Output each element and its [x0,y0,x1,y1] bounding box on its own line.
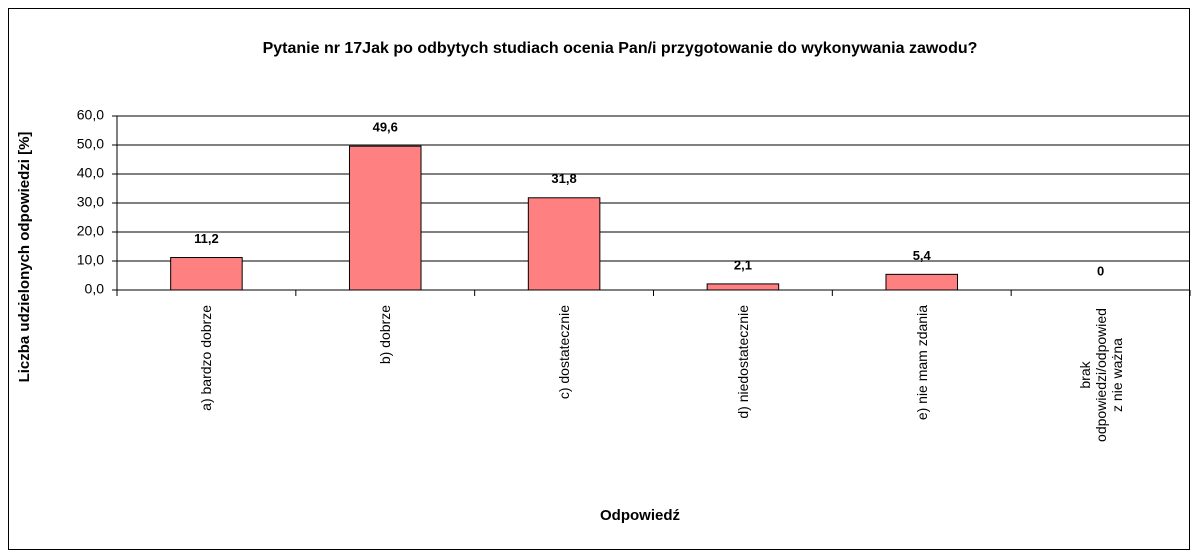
x-tick-label: brak odpowiedzi/odpowied z nie ważna [1071,305,1131,495]
chart-title: Pytanie nr 17Jak po odbytych studiach oc… [262,40,978,57]
bar [706,283,780,291]
x-tick-label: a) bardzo dobrze [176,305,236,495]
data-label: 5,4 [913,248,932,263]
y-tick-label: 10,0 [77,252,104,268]
x-tick-label: e) nie mam zdania [892,305,952,495]
x-tick-label: c) dostatecznie [534,305,594,495]
y-tick-label: 20,0 [77,223,104,239]
x-tick-label-text: c) dostatecznie [556,305,573,400]
data-label: 2,1 [734,257,752,272]
data-label: 0 [1097,263,1104,278]
x-tick-label: b) dobrze [355,305,415,495]
x-tick-label-text: a) bardzo dobrze [198,305,215,411]
y-tick-label: 50,0 [77,136,104,152]
x-tick-label: d) niedostatecznie [713,305,773,495]
bar [885,273,959,291]
x-axis-title: Odpowiedź [600,507,680,524]
y-axis-title: Liczba udzielonych odpowiedzi [%] [16,131,33,383]
x-tick-label-text: brak odpowiedzi/odpowied z nie ważna [1076,308,1125,442]
x-tick-label-text: b) dobrze [377,305,394,365]
data-label: 11,2 [194,231,219,246]
bar [170,257,243,291]
y-tick-label: 40,0 [77,165,104,181]
x-tick-label-text: e) nie mam zdania [913,305,930,421]
bar [527,197,601,291]
y-tick-label: 0,0 [85,281,105,297]
data-label: 31,8 [551,171,576,186]
y-tick-label: 30,0 [77,194,104,210]
data-label: 49,6 [373,120,398,135]
bar [348,145,422,291]
y-tick-label: 60,0 [77,107,104,123]
x-tick-label-text: d) niedostatecznie [734,305,751,419]
